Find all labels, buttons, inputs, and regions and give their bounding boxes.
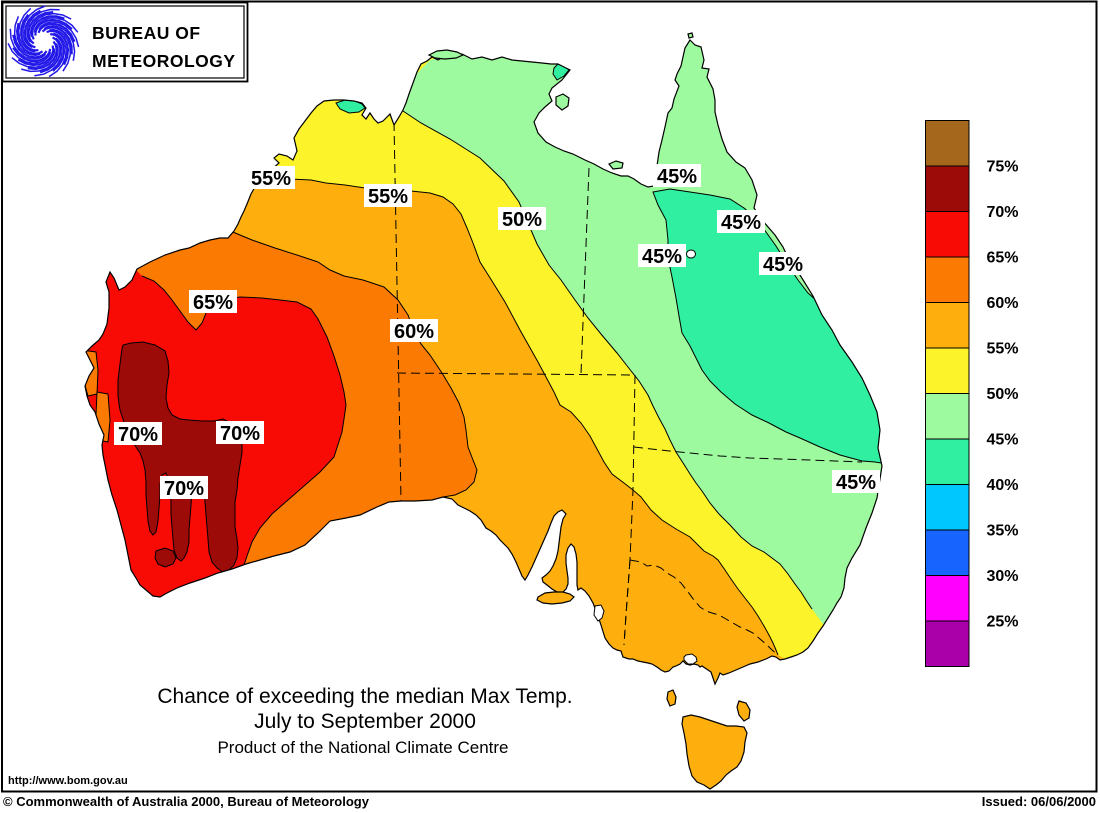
svg-text:Product of the National Climat: Product of the National Climate Centre [217, 738, 508, 757]
svg-text:55%: 55% [251, 168, 291, 190]
svg-text:45%: 45% [763, 254, 803, 276]
svg-text:45%: 45% [721, 212, 761, 234]
svg-text:60%: 60% [394, 321, 434, 343]
svg-text:45%: 45% [657, 166, 697, 188]
svg-text:70%: 70% [987, 204, 1019, 221]
svg-text:BUREAU OF: BUREAU OF [92, 23, 201, 43]
svg-text:30%: 30% [987, 568, 1019, 585]
svg-text:25%: 25% [987, 614, 1019, 631]
svg-text:45%: 45% [642, 246, 682, 268]
svg-text:75%: 75% [987, 159, 1019, 176]
svg-text:© Commonwealth of Australia 20: © Commonwealth of Australia 2000, Bureau… [3, 794, 370, 809]
svg-text:50%: 50% [987, 386, 1019, 403]
svg-text:60%: 60% [987, 295, 1019, 312]
svg-text:July to September 2000: July to September 2000 [254, 710, 476, 733]
svg-text:70%: 70% [118, 424, 158, 446]
svg-text:Issued: 06/06/2000: Issued: 06/06/2000 [982, 794, 1096, 809]
svg-text:Chance of exceeding the median: Chance of exceeding the median Max Temp. [157, 685, 572, 708]
svg-text:55%: 55% [987, 341, 1019, 358]
svg-text:45%: 45% [836, 472, 876, 494]
svg-text:65%: 65% [193, 292, 233, 314]
svg-text:METEOROLOGY: METEOROLOGY [92, 51, 236, 71]
svg-text:35%: 35% [987, 523, 1019, 540]
svg-text:55%: 55% [368, 186, 408, 208]
svg-text:70%: 70% [220, 423, 260, 445]
svg-text:http://www.bom.gov.au: http://www.bom.gov.au [8, 775, 128, 787]
svg-text:70%: 70% [164, 478, 204, 500]
svg-text:45%: 45% [987, 432, 1019, 449]
svg-text:40%: 40% [987, 477, 1019, 494]
svg-text:50%: 50% [502, 209, 542, 231]
svg-text:65%: 65% [987, 250, 1019, 267]
